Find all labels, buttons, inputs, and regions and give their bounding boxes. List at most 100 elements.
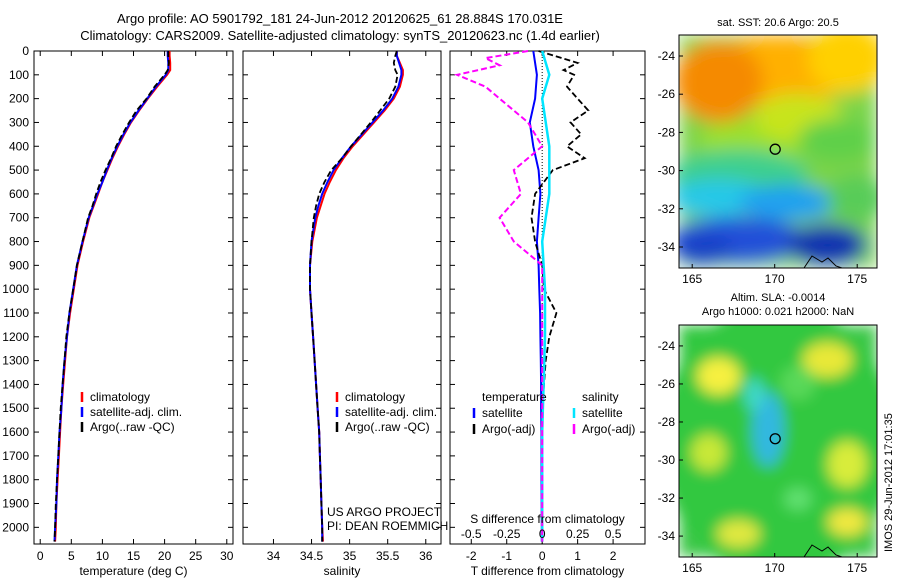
argo-position-marker bbox=[769, 143, 781, 155]
x-tick-label: 2 bbox=[610, 549, 617, 563]
y-tick-label: 600 bbox=[9, 187, 29, 201]
y-tick-label: 700 bbox=[9, 211, 29, 225]
legend-header: salinity bbox=[582, 390, 619, 404]
series-salinity-argo-adj- bbox=[453, 50, 544, 542]
coastline bbox=[803, 255, 843, 268]
chart-title-line1: Argo profile: AO 5901792_181 24-Jun-2012… bbox=[117, 11, 563, 26]
map-title: sat. SST: 20.6 Argo: 20.5 bbox=[717, 17, 839, 29]
y-tick-label: 200 bbox=[9, 92, 29, 106]
legend-label: Argo(-adj) bbox=[582, 422, 635, 436]
x-tick-label: 1 bbox=[574, 549, 581, 563]
y-tick-label: 300 bbox=[9, 115, 29, 129]
map-blob bbox=[738, 185, 838, 221]
series-argo-raw-qc- bbox=[309, 50, 399, 542]
x-tick-label-salinity: -0.5 bbox=[461, 527, 482, 541]
x-tick-label: 5 bbox=[68, 549, 75, 563]
y-tick-label: -24 bbox=[658, 49, 676, 63]
series-temperature-satellite bbox=[528, 50, 543, 542]
x-tick-label: 0 bbox=[37, 549, 44, 563]
panel-difference: -2 -1 0 1 2T difference from climatology S di… bbox=[449, 50, 646, 578]
x-axis-label-salinity: S difference from climatology bbox=[470, 512, 625, 526]
y-tick-label: -24 bbox=[658, 339, 676, 353]
y-tick-label: 2000 bbox=[2, 520, 29, 534]
map-blob bbox=[827, 174, 877, 222]
x-tick-label: 15 bbox=[127, 549, 141, 563]
legend-header: temperature bbox=[482, 390, 547, 404]
y-tick-label: -26 bbox=[658, 377, 676, 391]
y-tick-label: 1700 bbox=[2, 449, 29, 463]
map-title: Argo h1000: 0.021 h2000: NaN bbox=[702, 306, 854, 318]
panel-salinity: 34 34.5 35 35.5 36 salinity climatologysatelli… bbox=[242, 50, 448, 578]
y-tick-label: -30 bbox=[658, 164, 676, 178]
legend-label: Argo(..raw -QC) bbox=[345, 420, 430, 434]
annotation: PI: DEAN ROEMMICH bbox=[327, 519, 448, 533]
x-tick-label: 25 bbox=[189, 549, 203, 563]
y-tick-label: -28 bbox=[658, 125, 676, 139]
map-blob bbox=[716, 519, 761, 548]
legend-label: satellite-adj. clim. bbox=[90, 405, 182, 419]
y-tick-label: 500 bbox=[9, 163, 29, 177]
series-satellite-adj-clim- bbox=[309, 51, 403, 542]
x-axis-label: salinity bbox=[324, 564, 361, 578]
x-tick-label: 36 bbox=[419, 549, 433, 563]
x-tick-label: 170 bbox=[765, 561, 785, 575]
y-tick-label: 900 bbox=[9, 258, 29, 272]
map-blob bbox=[787, 223, 868, 266]
legend-label: satellite-adj. clim. bbox=[345, 405, 437, 419]
x-tick-label: 165 bbox=[682, 272, 702, 286]
x-tick-label: 20 bbox=[158, 549, 172, 563]
axes-frame bbox=[33, 50, 234, 545]
x-axis-label: temperature (deg C) bbox=[79, 564, 187, 578]
map-frame bbox=[678, 34, 878, 269]
y-tick-label: 1200 bbox=[2, 330, 29, 344]
legend-label: climatology bbox=[345, 390, 405, 404]
series-argo-raw-qc- bbox=[53, 51, 170, 542]
map-blob bbox=[679, 233, 733, 266]
y-tick-label: -28 bbox=[658, 415, 676, 429]
map-field bbox=[679, 325, 877, 557]
map-blob bbox=[679, 40, 764, 123]
map-blob bbox=[797, 118, 877, 161]
x-tick-label: 30 bbox=[220, 549, 234, 563]
annotation: US ARGO PROJECT bbox=[327, 505, 442, 519]
x-tick-label: 34.5 bbox=[300, 549, 324, 563]
y-tick-label: 1400 bbox=[2, 377, 29, 391]
y-tick-label: 1300 bbox=[2, 354, 29, 368]
argo-position-marker bbox=[769, 433, 781, 445]
y-tick-label: -34 bbox=[658, 240, 676, 254]
x-tick-label: 165 bbox=[682, 561, 702, 575]
map-blob bbox=[744, 378, 765, 411]
series-satellite-adj-clim- bbox=[53, 51, 170, 542]
y-tick-label: -32 bbox=[658, 491, 676, 505]
y-tick-label: 0 bbox=[22, 44, 29, 58]
x-tick-label-salinity: 0 bbox=[539, 527, 546, 541]
y-tick-label: -26 bbox=[658, 87, 676, 101]
map-blob bbox=[690, 434, 727, 472]
y-tick-label: 100 bbox=[9, 68, 29, 82]
y-tick-label: 1800 bbox=[2, 473, 29, 487]
y-tick-label: 400 bbox=[9, 139, 29, 153]
map-blob bbox=[783, 487, 812, 511]
x-tick-label: 170 bbox=[765, 272, 785, 286]
map-blob bbox=[827, 508, 868, 537]
x-tick-label-salinity: 0.25 bbox=[566, 527, 590, 541]
map-field-colors bbox=[679, 35, 877, 268]
x-tick-label: 10 bbox=[96, 549, 110, 563]
legend-label: satellite bbox=[582, 406, 623, 420]
y-tick-label: 1000 bbox=[2, 282, 29, 296]
map-blob bbox=[802, 342, 853, 378]
imos-timestamp: IMOS 29-Jun-2012 17:01:35 bbox=[883, 413, 895, 552]
legend-label: satellite bbox=[482, 406, 523, 420]
series-climatology bbox=[309, 51, 404, 542]
y-tick-label: -30 bbox=[658, 453, 676, 467]
y-tick-label: 1900 bbox=[2, 497, 29, 511]
axes-frame bbox=[449, 50, 646, 545]
axes-frame bbox=[242, 50, 442, 545]
x-tick-label: 0 bbox=[539, 549, 546, 563]
x-tick-label: 35.5 bbox=[376, 549, 400, 563]
legend-label: Argo(..raw -QC) bbox=[90, 420, 175, 434]
x-tick-label: -2 bbox=[466, 549, 477, 563]
x-tick-label-salinity: -0.25 bbox=[493, 527, 521, 541]
y-tick-label: -32 bbox=[658, 202, 676, 216]
